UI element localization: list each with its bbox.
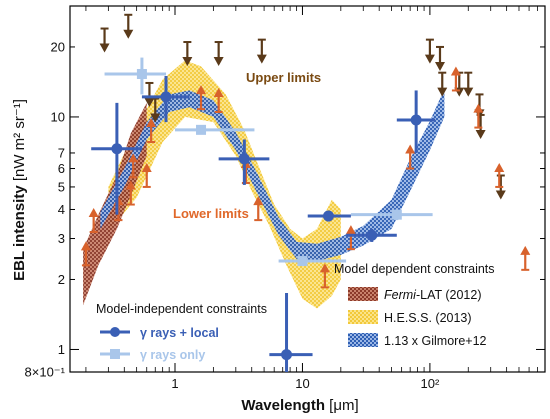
x-axis-label-unit: [μm] [329,397,358,414]
gamma-only-point-marker [136,68,147,79]
gamma-only-point-marker [391,209,402,220]
lower-limit-head [196,85,207,95]
upper-limit-head [437,87,448,97]
upper-limit-head [424,54,435,64]
upper-limit-head [99,43,110,53]
y-tick-label: 3 [58,231,65,246]
legend-fermi-swatch [348,287,378,301]
upper-limit-head [475,129,486,139]
x-tick-label: 10² [421,376,440,391]
lower-limit-head [213,88,224,98]
upper-limit-head [150,113,161,123]
upper-limit-head [123,29,134,39]
gamma-only-point-marker [297,256,308,267]
legend-gamma-only-label: γ rays only [140,348,205,362]
y-tick-label: 20 [51,39,65,54]
gamma-local-point-marker [160,91,172,103]
legend-gamma-local-label: γ rays + local [140,326,219,340]
x-axis-title: Wavelength [μm] [241,397,358,414]
lower-limit-arrows [80,66,531,289]
lower-limit-head [253,196,264,206]
legend-gamma-local-marker [110,327,120,337]
gamma-local-point-marker [366,229,378,241]
legend-fermi-rest: -LAT (2012) [416,288,482,302]
upper-limit-head [434,61,445,71]
y-tick-label: 6 [58,161,65,176]
lower-limit-head [146,118,157,128]
y-axis-title: EBL intensity [nW m² sr⁻¹] [11,99,28,281]
legend-model-independent: Model-independent constraints γ rays + l… [96,302,267,362]
lower-limit-head [128,153,139,163]
legend-fermi-em: Fermi [384,288,417,302]
upper-limit-arrows [99,13,506,200]
lower-limit-head [141,162,152,172]
lower-limit-head [473,103,484,113]
hess-band [108,60,341,309]
annotation-upper-limits: Upper limits [246,70,321,85]
lower-limit-head [494,162,505,172]
upper-limit-head [182,57,193,67]
x-tick-label: 10 [295,376,309,391]
upper-limit-head [256,54,267,64]
legend-fermi-label: Fermi-LAT (2012) [384,288,482,302]
annotation-lower-limits: Lower limits [173,206,249,221]
lower-limit-head [88,208,99,218]
legend-gamma-only-marker [110,349,120,359]
plot-border [69,5,546,373]
legend-model-dependent: Model dependent constraints Fermi-LAT (2… [334,262,495,348]
x-tick-label: 1 [171,376,178,391]
legend-hess-swatch [348,310,378,324]
upper-limit-head [213,57,224,67]
y-tick-label: 1 [58,342,65,357]
legend-gilmore-swatch [348,333,378,347]
legend-right-title: Model dependent constraints [334,262,495,276]
lower-limit-head [345,225,356,235]
y-tick-label: 5 [58,179,65,194]
upper-limit-head [495,190,506,200]
gamma-local-point-marker [238,153,250,165]
lower-limit-head [80,241,91,251]
legend-left-title: Model-independent constraints [96,302,267,316]
y-tick-label: 7 [58,145,65,160]
y-axis-label-main: EBL intensity [11,185,28,281]
lower-limit-head [450,66,461,76]
y-axis-label-unit: [nW m² sr⁻¹] [11,99,28,181]
gamma-local-point-marker [111,143,123,155]
y-tick-label: 10 [51,109,65,124]
legend-hess-label: H.E.S.S. (2013) [384,311,472,325]
upper-limit-head [144,97,155,107]
lower-limit-head [319,263,330,273]
x-axis-label-main: Wavelength [241,397,325,414]
plot-frame [69,5,546,373]
lower-limit-head [520,245,531,255]
axis-ticks: 1 10 10² 8×10⁻¹ 1 2 3 4 5 67 10 20 [25,6,546,391]
y-tick-label: 2 [58,272,65,287]
y-tick-label: 8×10⁻¹ [25,365,66,380]
lower-limit-head [125,180,136,190]
gamma-local-point-marker [322,210,334,222]
lower-limit-head [405,144,416,154]
gamma-only-point-marker [196,124,207,135]
y-tick-label: 4 [58,202,65,217]
data-points [91,57,436,372]
upper-limit-head [463,87,474,97]
legend-gilmore-label: 1.13 x Gilmore+12 [384,334,487,348]
gamma-local-point-marker [281,349,293,361]
gamma-local-point-marker [410,114,422,126]
